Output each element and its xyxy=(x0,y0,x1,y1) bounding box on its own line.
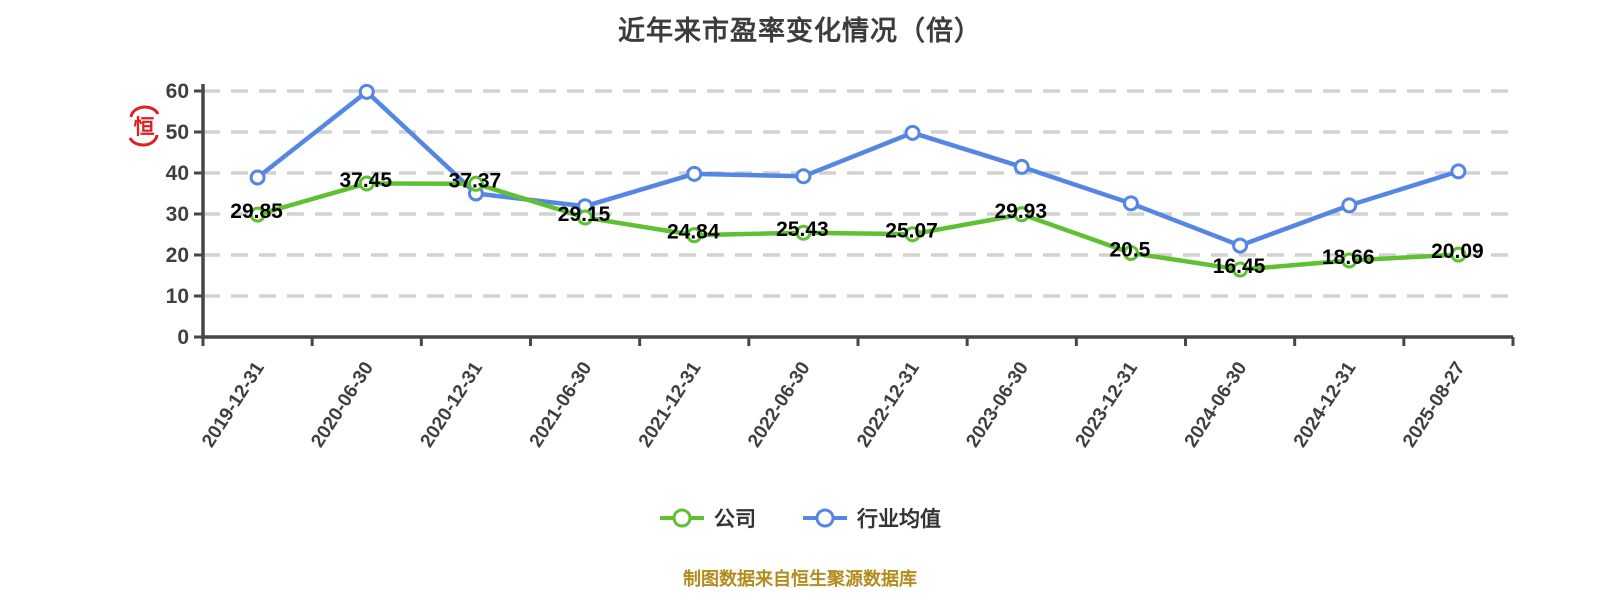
company-data-label: 37.45 xyxy=(339,169,392,192)
company-data-label: 37.37 xyxy=(449,169,502,192)
seal-top-arc xyxy=(129,105,160,118)
industry-data-point[interactable] xyxy=(1341,197,1358,214)
legend-label-company: 公司 xyxy=(714,508,756,531)
industry-series-line xyxy=(255,89,1461,248)
industry-data-point[interactable] xyxy=(1013,158,1030,175)
industry-data-point[interactable] xyxy=(795,168,812,185)
seal-character: 恒 xyxy=(134,115,155,139)
company-legend-marker-icon xyxy=(660,508,704,528)
industry-data-point[interactable] xyxy=(904,124,921,141)
company-data-label: 24.84 xyxy=(667,221,720,244)
x-tick-label: 2020-12-31 xyxy=(417,358,488,451)
industry-legend-marker-icon xyxy=(803,508,847,528)
x-tick-label: 2021-12-31 xyxy=(635,358,706,451)
y-tick-label: 50 xyxy=(166,121,189,144)
company-data-point[interactable] xyxy=(795,224,812,241)
red-seal-icon: 恒 xyxy=(128,105,160,147)
industry-data-point[interactable] xyxy=(1232,237,1249,254)
legend-label-industry: 行业均值 xyxy=(857,508,941,531)
company-series-line xyxy=(255,181,1461,272)
y-tick-label: 40 xyxy=(166,162,189,185)
company-data-point[interactable] xyxy=(904,226,921,243)
company-data-point[interactable] xyxy=(1232,261,1249,278)
industry-data-point[interactable] xyxy=(1450,163,1467,180)
x-tick-label: 2021-06-30 xyxy=(526,358,597,451)
pe-ratio-line-chart: 0 10 20 30 40 50 60 2019-12-31 2020-06-30 2020-12… xyxy=(166,80,1515,451)
x-tick-label: 2025-08-27 xyxy=(1399,358,1470,451)
y-tick-label: 60 xyxy=(166,80,189,103)
company-data-point[interactable] xyxy=(467,175,484,192)
company-data-label: 29.85 xyxy=(230,200,283,223)
company-data-point[interactable] xyxy=(1450,246,1467,263)
company-data-point[interactable] xyxy=(686,227,703,244)
x-tick-label: 2023-12-31 xyxy=(1072,358,1143,451)
gridlines xyxy=(203,89,1513,298)
company-series: 29.85 37.45 37.37 29.15 24.84 25.43 25.07 29.93… xyxy=(230,169,1483,278)
industry-data-point[interactable] xyxy=(358,83,375,100)
legend-item-company[interactable]: 公司 xyxy=(659,503,756,533)
industry-data-point[interactable] xyxy=(249,169,266,186)
company-data-label: 20.5 xyxy=(1109,238,1150,261)
y-tick-label: 30 xyxy=(166,203,189,226)
industry-series xyxy=(249,83,1467,254)
data-source-credit: 制图数据来自恒生聚源数据库 xyxy=(683,569,917,589)
company-data-point[interactable] xyxy=(1341,252,1358,269)
x-tick-label: 2020-06-30 xyxy=(307,358,378,451)
x-tick-label: 2024-12-31 xyxy=(1290,358,1361,451)
company-data-point[interactable] xyxy=(249,206,266,223)
chart-legend: 公司 行业均值 xyxy=(0,503,1600,533)
company-data-label: 25.07 xyxy=(885,220,938,243)
company-data-label: 29.15 xyxy=(558,203,611,226)
industry-data-point[interactable] xyxy=(686,165,703,182)
company-data-label: 18.66 xyxy=(1322,246,1375,269)
y-tick-label: 20 xyxy=(166,244,189,267)
x-tick-label: 2022-06-30 xyxy=(744,358,815,451)
company-data-label: 20.09 xyxy=(1431,240,1484,263)
industry-data-point[interactable] xyxy=(1122,195,1139,212)
legend-item-industry[interactable]: 行业均值 xyxy=(802,503,941,533)
y-tick-label: 0 xyxy=(177,326,189,349)
x-tick-label: 2023-06-30 xyxy=(962,358,1033,451)
y-tick-label: 10 xyxy=(166,285,189,308)
company-data-label: 29.93 xyxy=(994,200,1047,223)
company-data-point[interactable] xyxy=(577,209,594,226)
x-tick-label: 2019-12-31 xyxy=(198,358,269,451)
x-tick-label: 2024-06-30 xyxy=(1181,358,1252,451)
company-data-label: 16.45 xyxy=(1213,255,1266,278)
company-data-point[interactable] xyxy=(1013,206,1030,223)
company-data-point[interactable] xyxy=(358,175,375,192)
seal-bottom-arc xyxy=(128,134,159,147)
x-tick-label: 2022-12-31 xyxy=(853,358,924,451)
chart-title: 近年来市盈率变化情况（倍） xyxy=(618,16,982,46)
company-data-point[interactable] xyxy=(1122,244,1139,261)
company-data-label: 25.43 xyxy=(776,218,829,241)
